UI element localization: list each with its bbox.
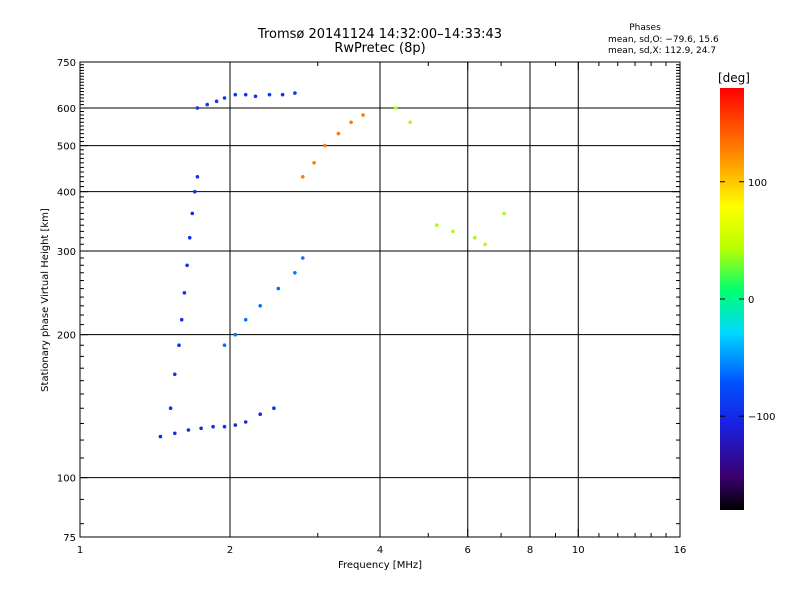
data-point <box>195 106 200 110</box>
data-point <box>222 343 227 348</box>
data-point <box>233 423 238 427</box>
data-point <box>199 426 203 431</box>
data-point <box>233 92 238 97</box>
data-point <box>173 372 177 377</box>
data-point <box>211 424 215 429</box>
data-point <box>336 131 341 136</box>
data-point <box>272 406 276 411</box>
y-tick-label: 750 <box>57 58 76 69</box>
data-point <box>473 235 477 240</box>
chart-title: Tromsø 20141124 14:32:00–14:33:43 <box>257 27 502 42</box>
data-point <box>195 175 200 179</box>
data-point <box>258 304 263 308</box>
data-point <box>185 263 189 268</box>
y-axis-label: Stationary phase Virtual Height [km] <box>40 208 51 392</box>
data-point <box>177 343 181 348</box>
data-point <box>214 99 219 104</box>
data-point <box>323 143 327 148</box>
data-point <box>233 332 238 337</box>
colorbar-tick-label: 0 <box>748 295 754 306</box>
y-tick-label: 300 <box>57 247 76 258</box>
data-point <box>502 211 507 216</box>
y-tick-label: 200 <box>57 331 76 342</box>
data-point <box>293 91 297 95</box>
data-point <box>168 406 173 411</box>
x-axis: 1 2 4 6 8 10 16 <box>77 62 687 556</box>
data-point <box>193 189 197 194</box>
x-tick-label: 4 <box>377 545 383 556</box>
y-tick-label: 500 <box>57 142 76 153</box>
x-tick-label: 8 <box>527 545 533 556</box>
y-tick-label: 100 <box>57 474 76 485</box>
data-point <box>243 317 248 322</box>
data-point <box>173 431 177 436</box>
data-point <box>361 113 365 117</box>
x-tick-label: 6 <box>465 545 471 556</box>
colorbar-tick-label: −100 <box>748 412 775 423</box>
y-tick-label: 600 <box>57 104 76 115</box>
phase-stats-heading: Phases <box>629 23 661 33</box>
data-point <box>186 428 191 432</box>
data-point <box>408 120 413 125</box>
x-tick-label: 2 <box>227 545 233 556</box>
data-point <box>301 175 305 179</box>
data-point <box>349 120 353 125</box>
y-tick-label: 400 <box>57 188 76 199</box>
y-tick-label: 75 <box>63 533 76 544</box>
data-point <box>393 106 398 110</box>
colorbar-label: [deg] <box>718 71 750 85</box>
data-point <box>312 161 316 165</box>
data-point <box>190 211 195 216</box>
data-point <box>179 317 184 322</box>
phase-stats-x: mean, sd,X: 112.9, 24.7 <box>608 46 716 56</box>
data-point <box>253 94 258 99</box>
colorbar-tick-label: 100 <box>748 178 767 189</box>
grid-lines <box>80 62 680 537</box>
phase-stats-o: mean, sd,O: −79.6, 15.6 <box>608 35 719 45</box>
data-point <box>280 92 285 97</box>
data-point <box>222 424 227 429</box>
data-point <box>258 412 263 417</box>
data-point <box>267 92 272 97</box>
data-point <box>182 291 187 295</box>
data-point <box>293 271 297 275</box>
data-point <box>435 223 439 227</box>
colorbar-ticks: 100 0 −100 <box>720 178 775 423</box>
chart-subtitle: RwPretec (8p) <box>334 41 425 56</box>
x-tick-label: 16 <box>674 545 687 556</box>
data-point <box>243 92 248 97</box>
data-point <box>451 229 455 234</box>
data-point <box>243 420 248 424</box>
data-point <box>222 96 227 100</box>
data-point <box>158 434 163 439</box>
data-point <box>187 235 192 240</box>
data-point <box>205 102 209 107</box>
x-tick-label: 1 <box>77 545 83 556</box>
x-axis-label: Frequency [MHz] <box>338 560 422 571</box>
data-point <box>276 286 281 291</box>
x-tick-label: 10 <box>572 545 585 556</box>
y-axis: 75 100 200 300 400 500 600 750 <box>57 58 680 544</box>
data-point <box>301 256 305 260</box>
data-point <box>483 242 487 247</box>
scatter-points <box>158 91 507 439</box>
